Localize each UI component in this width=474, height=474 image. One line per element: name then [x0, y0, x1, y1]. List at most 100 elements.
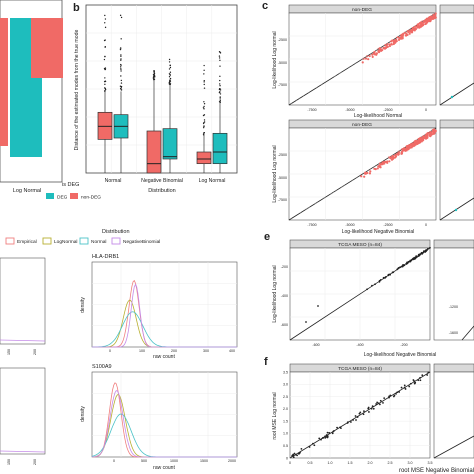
c-top-right-point — [450, 95, 454, 99]
e-point — [416, 255, 418, 258]
scatter-point-deg — [393, 153, 395, 155]
scatter-point-nondeg — [408, 143, 411, 147]
scatter-point-deg — [342, 185, 344, 187]
scatter-point-nondeg — [377, 165, 380, 168]
outlier-point — [152, 77, 155, 79]
e-point — [397, 267, 400, 269]
e-point — [410, 259, 413, 262]
outlier-point — [202, 126, 205, 129]
scatter-point-deg — [416, 139, 418, 141]
outlier-point — [219, 65, 221, 67]
f-xtick: 3.5 — [428, 461, 433, 465]
scatter-point-nondeg — [373, 167, 376, 170]
legend-nondeg-swatch — [70, 193, 78, 199]
f-point — [414, 381, 417, 384]
scatter-point-nondeg — [405, 32, 408, 35]
e-point — [371, 284, 373, 287]
e-point — [406, 261, 408, 264]
scatter-point-nondeg — [390, 42, 393, 46]
e-point — [382, 277, 385, 280]
panel-b: b Distance of the estimated modes from t… — [73, 2, 238, 194]
scatter-point-deg — [323, 197, 325, 199]
e-point — [427, 247, 429, 250]
scatter-point-nondeg — [386, 45, 389, 48]
scatter-point-deg — [314, 203, 316, 205]
outlier-point — [119, 48, 122, 51]
d-hla-xtick-4: 300 — [203, 349, 209, 353]
scatter-point-nondeg — [399, 37, 402, 40]
f-point — [328, 431, 331, 434]
f-ytick: 3.0 — [283, 383, 288, 387]
scatter-point-nondeg — [414, 141, 417, 145]
outlier-point — [104, 83, 106, 86]
outlier-point — [169, 81, 171, 83]
f-point — [308, 446, 311, 448]
e-point — [429, 246, 431, 249]
scatter-point-deg — [316, 201, 318, 203]
b-boxes — [97, 14, 228, 174]
outlier-point — [119, 14, 122, 17]
f-point — [340, 427, 342, 430]
d-hla-title: HLA-DRB1 — [92, 254, 119, 260]
scatter-point-deg — [386, 43, 388, 45]
outlier-point — [119, 66, 122, 68]
scatter-point-nondeg — [373, 51, 376, 54]
d-s100-curves — [91, 382, 237, 458]
outlier-point — [203, 108, 205, 110]
e-point — [426, 249, 428, 251]
outlier-point — [169, 74, 171, 76]
outlier-point — [120, 75, 122, 77]
outlier-point — [104, 22, 106, 24]
d-left-top-xtick-1: 150 — [7, 349, 11, 355]
f-point — [382, 401, 384, 404]
scatter-point-nondeg — [422, 20, 425, 23]
f-point — [370, 407, 373, 410]
f-point — [400, 386, 403, 389]
f-point — [326, 435, 329, 438]
b-xtick-normal: Normal — [105, 178, 122, 184]
f-point — [368, 411, 370, 413]
c-bottom-strip-title: non-DEG — [352, 122, 372, 128]
panel-label-c: c — [262, 0, 268, 12]
e-xtick-2: -400 — [356, 343, 363, 347]
f-xtick: 0 — [289, 461, 291, 465]
scatter-point-deg — [335, 190, 337, 192]
outlier-point — [104, 90, 106, 93]
c-top-points — [290, 12, 437, 105]
scatter-point-nondeg — [361, 61, 364, 64]
scatter-point-deg — [366, 55, 368, 57]
scatter-point-nondeg — [424, 136, 428, 139]
outlier-point — [203, 79, 205, 82]
scatter-point-nondeg — [427, 18, 430, 21]
scatter-point-nondeg — [371, 55, 374, 58]
outlier-point — [119, 63, 122, 66]
outlier-point — [219, 83, 221, 85]
scatter-point-nondeg — [401, 150, 404, 153]
scatter-point-deg — [369, 168, 371, 170]
e-point — [405, 263, 408, 265]
d-s100-xtick-4: 1500 — [200, 459, 208, 463]
outlier-point — [104, 77, 106, 79]
d-s100-grid — [92, 372, 237, 457]
outlier-point — [203, 73, 205, 75]
legend-deg-title: is DEG — [62, 182, 79, 188]
e-point — [402, 264, 404, 266]
f-point — [379, 399, 382, 402]
f-point — [359, 411, 362, 414]
c-bottom-xlabel: Log-likelihood Negative Binomial — [342, 229, 415, 235]
outlier-point — [104, 45, 106, 48]
outlier-point — [203, 83, 205, 86]
scatter-point-deg — [290, 218, 292, 220]
c-bottom-right-plot — [439, 127, 474, 221]
outlier-point — [169, 79, 171, 82]
outlier-point — [168, 75, 171, 78]
outlier-point — [153, 78, 155, 81]
c-bottom-xtick-4: 0 — [425, 223, 427, 227]
e-point — [374, 283, 376, 286]
d-hla-xtick-3: 200 — [171, 349, 177, 353]
f-xtick: 1.5 — [348, 461, 353, 465]
e-point — [417, 255, 420, 258]
scatter-point-deg — [368, 169, 370, 171]
f-right-plot — [433, 371, 474, 459]
